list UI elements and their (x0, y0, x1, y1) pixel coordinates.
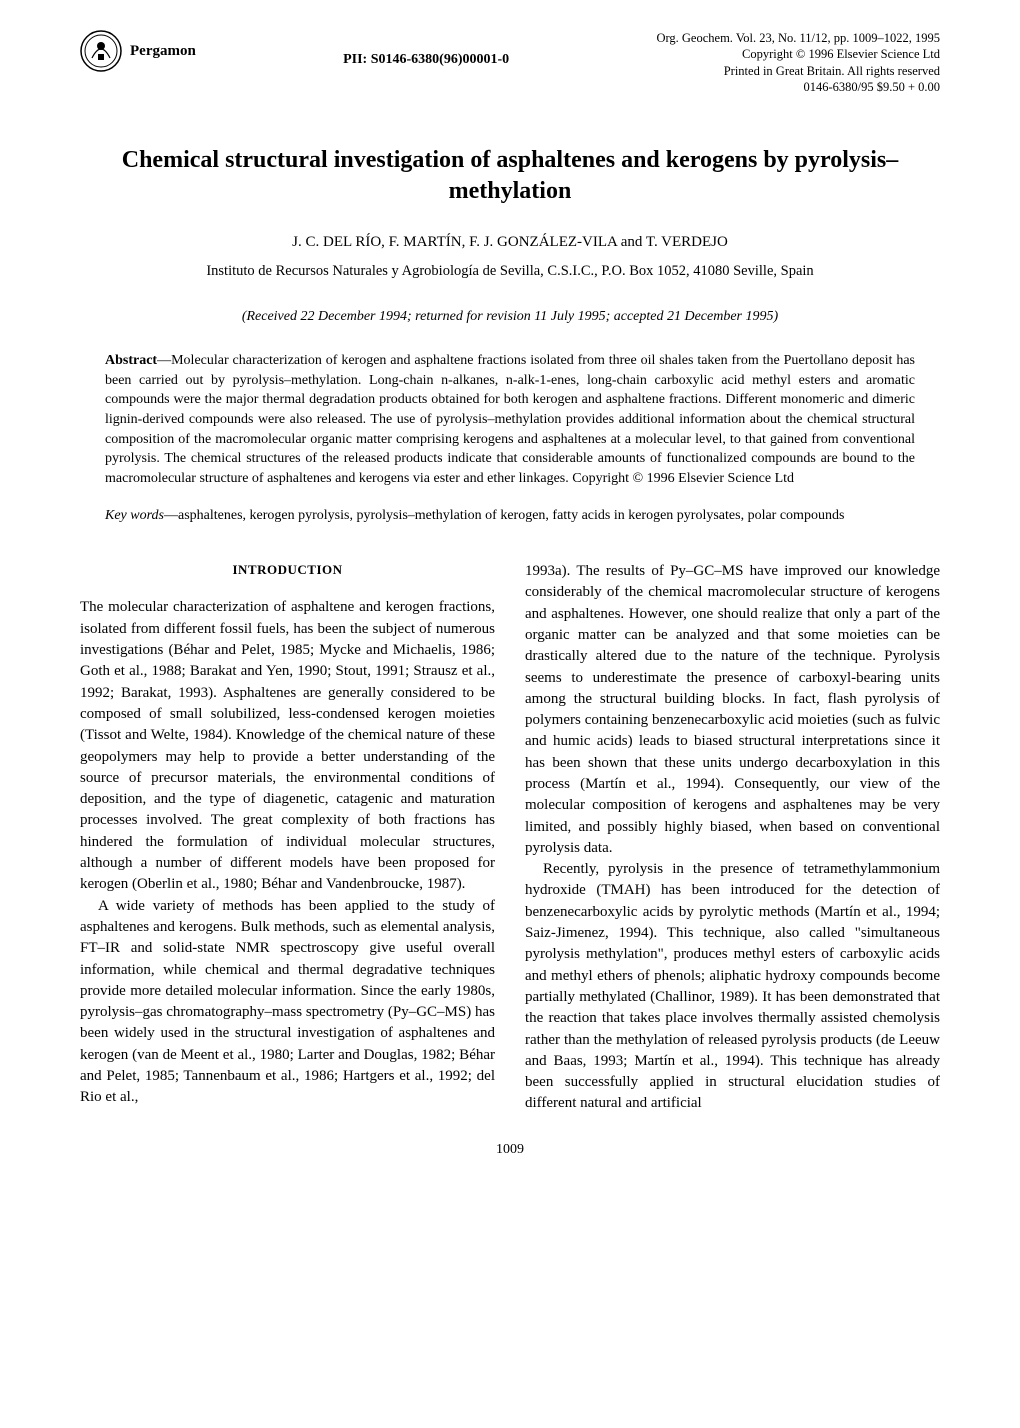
printed-line: Printed in Great Britain. All rights res… (656, 63, 940, 79)
affiliation: Instituto de Recursos Naturales y Agrobi… (80, 261, 940, 281)
pii-identifier: PII: S0146-6380(96)00001-0 (196, 30, 657, 70)
keywords-label: Key words (105, 508, 164, 523)
publisher-name: Pergamon (130, 41, 196, 62)
keywords-text: —asphaltenes, kerogen pyrolysis, pyrolys… (164, 508, 844, 523)
journal-citation: Org. Geochem. Vol. 23, No. 11/12, pp. 10… (656, 30, 940, 46)
right-column: 1993a). The results of Py–GC–MS have imp… (525, 561, 940, 1115)
abstract-label: Abstract (105, 353, 157, 368)
submission-dates: (Received 22 December 1994; returned for… (80, 307, 940, 327)
intro-paragraph-2: A wide variety of methods has been appli… (80, 896, 495, 1109)
introduction-heading: INTRODUCTION (80, 561, 495, 579)
pergamon-logo-icon (80, 30, 122, 72)
body-columns: INTRODUCTION The molecular characterizat… (80, 561, 940, 1115)
issn-price-line: 0146-6380/95 $9.50 + 0.00 (656, 79, 940, 95)
authors-line: J. C. DEL RÍO, F. MARTÍN, F. J. GONZÁLEZ… (80, 232, 940, 253)
page-number: 1009 (80, 1140, 940, 1160)
left-column: INTRODUCTION The molecular characterizat… (80, 561, 495, 1115)
intro-paragraph-3: 1993a). The results of Py–GC–MS have imp… (525, 561, 940, 859)
abstract-text: —Molecular characterization of kerogen a… (105, 353, 915, 486)
intro-paragraph-1: The molecular characterization of asphal… (80, 597, 495, 895)
page-header: Pergamon PII: S0146-6380(96)00001-0 Org.… (80, 30, 940, 95)
article-title: Chemical structural investigation of asp… (80, 145, 940, 207)
copyright-line: Copyright © 1996 Elsevier Science Ltd (656, 46, 940, 62)
keywords: Key words—asphaltenes, kerogen pyrolysis… (105, 506, 915, 526)
journal-metadata: Org. Geochem. Vol. 23, No. 11/12, pp. 10… (656, 30, 940, 95)
intro-paragraph-4: Recently, pyrolysis in the presence of t… (525, 859, 940, 1115)
publisher-block: Pergamon (80, 30, 196, 72)
abstract: Abstract—Molecular characterization of k… (105, 351, 915, 488)
